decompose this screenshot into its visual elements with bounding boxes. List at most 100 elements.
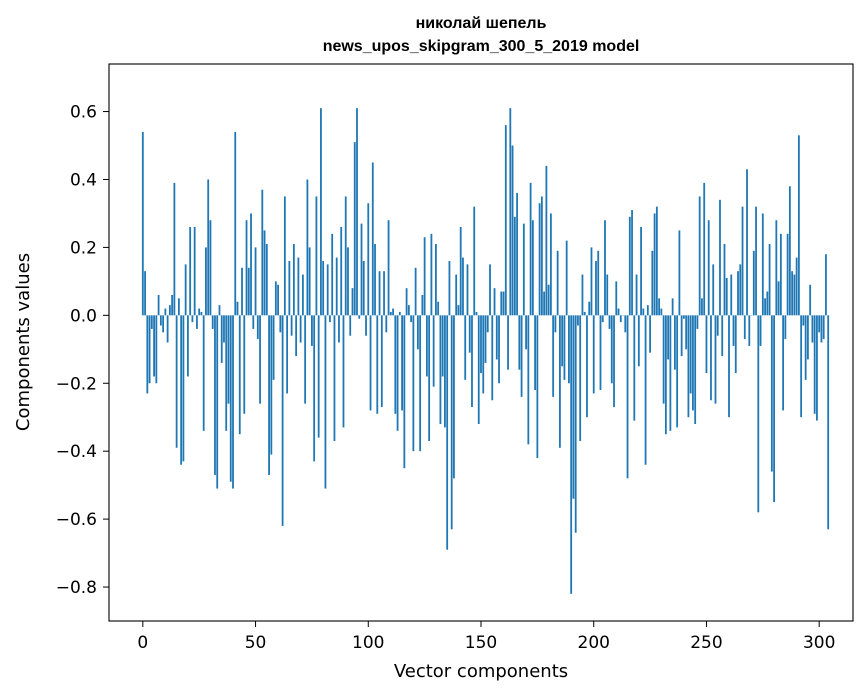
y-axis-label: Components values	[13, 253, 34, 431]
bar-8	[159, 315, 162, 326]
bar-234	[669, 315, 672, 431]
bar-242	[687, 315, 690, 418]
bar-248	[701, 298, 703, 316]
bar-89	[342, 315, 345, 428]
bar-243	[689, 315, 692, 394]
bar-104	[376, 315, 379, 414]
bar-271	[752, 250, 755, 316]
x-tick-label: 200	[578, 633, 610, 653]
bar-260	[728, 315, 730, 418]
bar-26	[200, 311, 203, 316]
bar-135	[446, 315, 449, 550]
bar-163	[509, 108, 512, 316]
bar-155	[491, 315, 494, 401]
bar-229	[658, 298, 661, 316]
bar-97	[360, 223, 363, 316]
bar-296	[809, 284, 812, 316]
bar-126	[425, 315, 428, 377]
bar-33	[216, 315, 219, 489]
bar-114	[398, 311, 401, 316]
bar-250	[705, 315, 708, 374]
bar-68	[295, 315, 298, 357]
bar-281	[775, 220, 778, 316]
bar-207	[608, 315, 611, 329]
bar-70	[299, 315, 302, 343]
bar-264	[737, 271, 739, 316]
x-tick-label: 0	[137, 633, 148, 653]
x-axis-label: Vector components	[394, 661, 568, 682]
bar-289	[793, 274, 796, 316]
bar-30	[209, 220, 212, 316]
bar-76	[313, 315, 316, 462]
bar-74	[308, 247, 311, 316]
bar-219	[635, 274, 638, 316]
bar-105	[378, 271, 381, 316]
bar-211	[617, 308, 620, 316]
bar-266	[741, 206, 744, 316]
bar-153	[486, 315, 489, 333]
bar-288	[791, 271, 794, 316]
bar-286	[786, 233, 789, 316]
y-tick-label: 0.6	[70, 103, 97, 123]
x-axis-ticks: 0 50 100 150 200 250 300	[137, 621, 835, 653]
bar-145	[468, 315, 471, 353]
bar-15	[175, 315, 178, 448]
bar-166	[516, 193, 518, 316]
bar-254	[714, 315, 717, 404]
bar-226	[651, 250, 654, 316]
y-tick-label: −0.8	[56, 578, 97, 598]
bar-228	[655, 206, 658, 316]
bar-47	[247, 267, 250, 316]
bar-221	[640, 227, 642, 316]
bar-43	[238, 315, 241, 435]
bar-139	[455, 274, 458, 316]
bar-199	[590, 247, 593, 316]
chart-subtitle: news_upos_skipgram_300_5_2019 model	[323, 38, 640, 55]
bar-149	[477, 315, 480, 425]
bar-225	[649, 315, 651, 353]
x-tick-label: 250	[690, 633, 722, 653]
bar-170	[525, 315, 527, 350]
bar-214	[624, 315, 627, 333]
bar-244	[692, 315, 694, 411]
bar-51	[256, 315, 259, 340]
bar-191	[572, 315, 575, 499]
bar-132	[439, 315, 442, 425]
bar-80	[322, 260, 325, 316]
bar-90	[344, 196, 347, 316]
bar-223	[644, 315, 647, 465]
bar-50	[254, 247, 257, 316]
bar-127	[428, 315, 431, 441]
bar-292	[800, 315, 803, 418]
bar-113	[396, 315, 399, 431]
bar-45	[243, 315, 246, 414]
bar-183	[554, 315, 557, 333]
bar-31	[211, 315, 214, 329]
bar-279	[770, 315, 773, 472]
bar-284	[782, 315, 785, 411]
bars-group	[141, 108, 830, 594]
bar-216	[628, 216, 631, 316]
bar-123	[419, 315, 422, 452]
bar-227	[653, 213, 656, 316]
bar-148	[475, 311, 478, 316]
bar-48	[250, 213, 252, 316]
x-tick-label: 50	[245, 633, 267, 653]
bar-65	[288, 260, 291, 316]
bar-128	[430, 233, 433, 316]
bar-150	[480, 315, 482, 374]
bar-78	[317, 315, 320, 438]
bar-165	[513, 216, 516, 316]
bar-277	[766, 291, 769, 316]
bar-66	[290, 315, 293, 336]
bar-55	[265, 244, 268, 316]
bar-140	[457, 305, 460, 316]
bar-267	[743, 315, 746, 340]
x-tick-label: 150	[465, 633, 497, 653]
bar-208	[610, 315, 613, 384]
y-tick-label: 0.2	[70, 238, 97, 258]
x-tick-label: 100	[352, 633, 384, 653]
bar-159	[500, 291, 503, 316]
bar-129	[432, 315, 435, 387]
bar-62	[281, 315, 284, 526]
